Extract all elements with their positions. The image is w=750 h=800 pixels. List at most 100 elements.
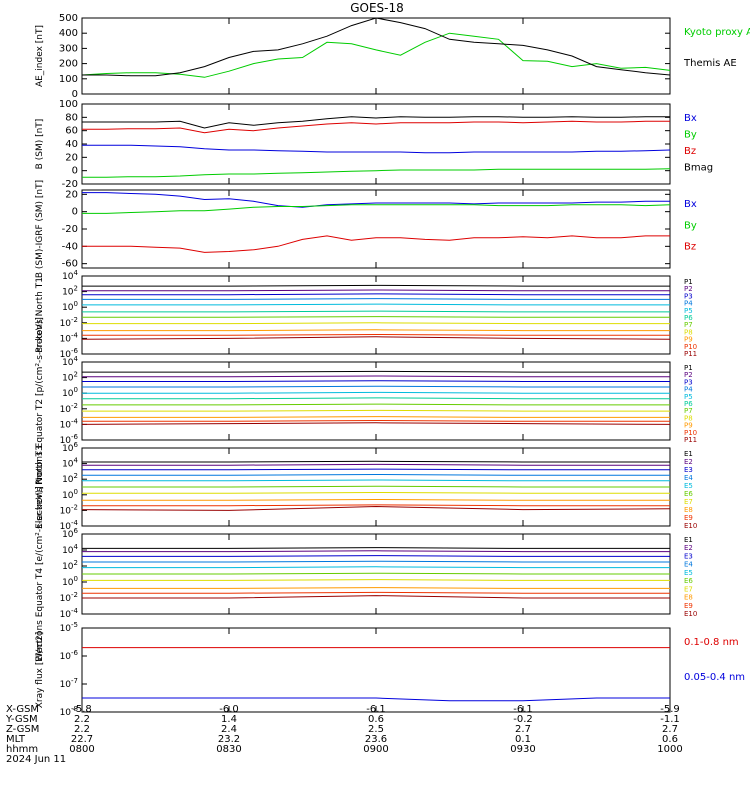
ephemeris-value: 2.7	[662, 724, 678, 735]
panel-2: B (SM) [nT] -20 0 20 40 60 80 100 Bx By Bz Bmag	[35, 99, 713, 190]
legend-entry: P10	[684, 343, 697, 351]
series-line-p6	[82, 310, 670, 313]
legend-entry: P11	[684, 350, 697, 358]
series-line-bx	[82, 144, 671, 154]
y-tick-label: 20	[65, 189, 78, 200]
series-line-e1	[82, 460, 670, 463]
y-tick-label: 10-2	[60, 316, 78, 329]
legend-entry: E9	[684, 514, 693, 522]
legend-entry: Bx	[684, 199, 697, 210]
legend-entry: Themis AE	[683, 58, 737, 69]
legend-entry: P10	[684, 429, 697, 437]
legend-entry: 0.1-0.8 nm	[684, 637, 739, 648]
y-axis-label: Protons North T1	[35, 277, 45, 353]
legend-entry: P9	[684, 422, 693, 430]
series-line-p7	[82, 403, 670, 406]
ephemeris-value: 22.7	[71, 734, 93, 745]
legend-entry: P3	[684, 292, 693, 300]
y-tick-label: 104	[62, 457, 78, 470]
legend-entry: P11	[684, 436, 697, 444]
legend-entry: E2	[684, 458, 693, 466]
y-tick-label: 0	[72, 89, 78, 100]
y-tick-label: 60	[65, 126, 78, 137]
series-line-e3	[82, 468, 670, 471]
y-tick-label: 200	[59, 59, 78, 70]
ephemeris-value: -0.2	[513, 714, 533, 725]
legend-entry: E6	[684, 577, 693, 585]
y-tick-label: 300	[59, 43, 78, 54]
y-tick-label: 10-2	[60, 402, 78, 415]
y-axis-label: Electrons North T3	[35, 445, 45, 529]
ephemeris-value: -6.0	[219, 704, 239, 715]
y-tick-label: 100	[59, 74, 78, 85]
legend-entry: E8	[684, 594, 693, 602]
panel-8: Xray flux [W/m2]10-810-710-610-50.1-0.8 …	[35, 621, 745, 718]
y-tick-label: 102	[62, 559, 78, 572]
y-tick-label: 80	[65, 112, 78, 123]
legend-entry: P9	[684, 336, 693, 344]
series-line-by	[82, 168, 671, 178]
legend-entry: P1	[684, 278, 693, 286]
series-line-kyoto-proxy-ae	[81, 32, 671, 78]
series-line-p5	[82, 303, 670, 306]
y-tick-label: 10-2	[60, 503, 78, 516]
series-line-e2	[82, 550, 670, 553]
y-tick-label: 40	[65, 139, 78, 150]
ephemeris-value: 0800	[69, 744, 94, 755]
ephemeris-value: 2.2	[74, 724, 90, 735]
legend-entry: By	[684, 130, 697, 141]
series-line-p4	[82, 298, 670, 300]
series-line-e7	[82, 579, 670, 581]
legend-entry: E7	[684, 585, 693, 593]
y-tick-label: 10-4	[60, 607, 79, 620]
legend-entry: P4	[684, 300, 693, 308]
series-line-e6	[82, 485, 670, 488]
legend-entry: P1	[684, 364, 693, 372]
y-tick-label: 10-4	[60, 417, 79, 430]
legend-entry: E1	[684, 450, 693, 458]
legend-entry: P3	[684, 378, 693, 386]
ephemeris-value: -5.8	[72, 704, 92, 715]
y-axis-label: B (SM)-IGRF (SM) [nT]	[35, 180, 45, 278]
series-line-p9	[82, 416, 670, 418]
y-axis-label: Protons Equator T2 [p/(cm²-s-sr-keV)]	[35, 317, 45, 485]
series-line-e9	[82, 591, 670, 594]
y-tick-label: 10-2	[60, 591, 78, 604]
ephemeris-value: 0.6	[662, 734, 678, 745]
y-axis-label: AE_index [nT]	[35, 25, 45, 87]
ephemeris-value: 23.2	[218, 734, 240, 745]
series-line-themis-ae	[82, 17, 671, 77]
legend-entry: P5	[684, 307, 693, 315]
legend-entry: E9	[684, 602, 693, 610]
ephemeris-value: 2.7	[515, 724, 531, 735]
panel-6: Electrons North T3 10-410-2100102104106E1…	[35, 441, 697, 532]
series-line-p7	[82, 316, 670, 318]
y-tick-label: -40	[62, 241, 78, 252]
ephemeris-value: 1.4	[221, 714, 237, 725]
legend-entry: Kyoto proxy AE	[684, 27, 750, 38]
y-tick-label: 102	[62, 285, 78, 298]
series-line-e2	[82, 463, 670, 466]
series-line-0-05-0-4-nm	[82, 697, 670, 702]
series-line-p10	[82, 333, 670, 336]
ephemeris-value: -6.1	[513, 704, 533, 715]
series-line-e5	[82, 566, 670, 569]
series-line-bz	[82, 120, 670, 134]
series-line-p3	[82, 293, 670, 296]
series-line-p8	[82, 322, 670, 325]
series-line-p8	[82, 409, 670, 412]
plot-frame	[81, 275, 671, 355]
legend-entry: Bz	[684, 242, 696, 253]
plot-frame	[81, 189, 671, 269]
plot-frame	[81, 103, 671, 185]
y-tick-label: 500	[59, 13, 78, 24]
ephemeris-value: -1.1	[660, 714, 680, 725]
y-tick-label: 100	[62, 386, 78, 399]
series-line-p6	[82, 397, 670, 400]
ephemeris-label: hhmm	[6, 744, 38, 755]
y-tick-label: -20	[62, 179, 78, 190]
legend-entry: E3	[684, 552, 693, 560]
y-tick-label: 100	[62, 575, 78, 588]
chart-title: GOES-18	[350, 1, 404, 15]
